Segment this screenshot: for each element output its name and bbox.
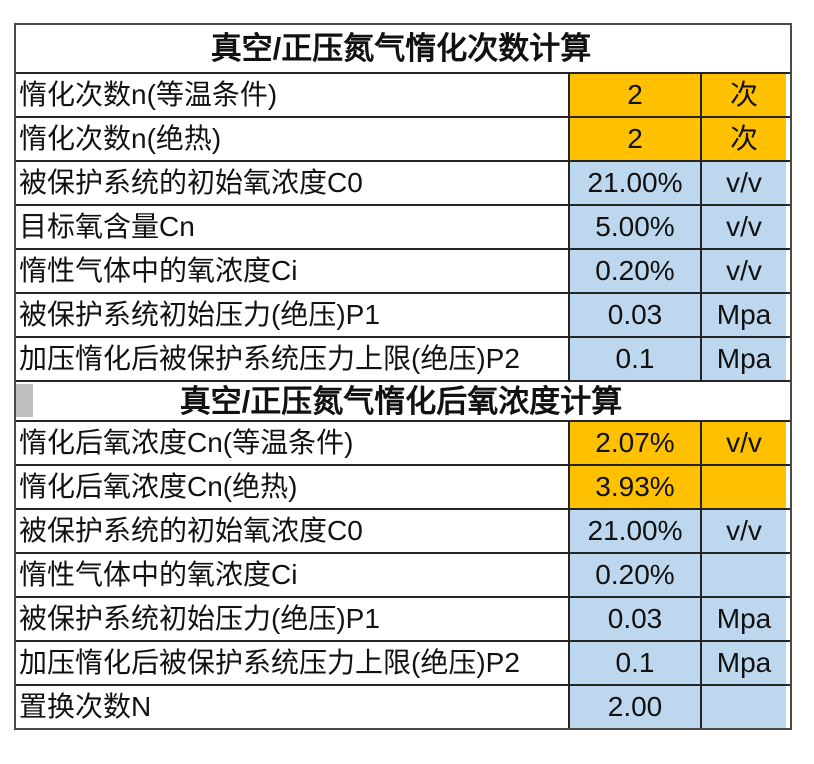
table-row: 被保护系统初始压力(绝压)P1 0.03 Mpa [16,294,790,338]
table-row: 被保护系统初始压力(绝压)P1 0.03 Mpa [16,598,790,642]
row-label-cell: 惰性气体中的氧浓度Ci [19,255,298,286]
unit-cell[interactable]: Mpa [700,338,786,380]
unit-cell[interactable]: Mpa [700,642,786,684]
row-label-cell: 被保护系统初始压力(绝压)P1 [19,603,380,634]
row-label-cell: 被保护系统的初始氧浓度C0 [19,167,363,198]
section-header-row: 真空/正压氮气惰化后氧浓度计算 [16,382,790,422]
row-label-cell: 被保护系统的初始氧浓度C0 [19,515,363,546]
table-row: 目标氧含量Cn 5.00% v/v [16,206,790,250]
unit-cell[interactable] [700,554,786,596]
value-cell[interactable]: 0.20% [568,554,700,596]
row-label-cell: 惰化次数n(等温条件) [19,79,278,110]
section-title: 真空/正压氮气惰化次数计算 [210,31,592,66]
section-header-row: 真空/正压氮气惰化次数计算 [16,25,790,74]
unit-cell[interactable]: 次 [700,118,786,160]
table-row: 被保护系统的初始氧浓度C0 21.00% v/v [16,162,790,206]
table-row: 加压惰化后被保护系统压力上限(绝压)P2 0.1 Mpa [16,642,790,686]
value-cell[interactable]: 21.00% [568,510,700,552]
value-cell[interactable]: 2.07% [568,422,700,464]
unit-cell[interactable]: v/v [700,422,786,464]
table-row: 被保护系统的初始氧浓度C0 21.00% v/v [16,510,790,554]
row-label-cell: 目标氧含量Cn [19,211,195,242]
value-cell[interactable]: 0.1 [568,642,700,684]
selection-artifact [16,384,33,417]
unit-cell[interactable] [700,466,786,508]
unit-cell[interactable]: v/v [700,510,786,552]
value-cell[interactable]: 0.20% [568,250,700,292]
row-label-cell: 惰化后氧浓度Cn(绝热) [19,471,298,502]
table-row: 置换次数N 2.00 [16,686,790,728]
unit-cell[interactable]: v/v [700,250,786,292]
unit-cell[interactable]: Mpa [700,294,786,336]
unit-cell[interactable]: Mpa [700,598,786,640]
unit-cell[interactable] [700,686,786,728]
row-label-cell: 惰性气体中的氧浓度Ci [19,559,298,590]
value-cell[interactable]: 2 [568,118,700,160]
row-label-cell: 置换次数N [19,691,152,722]
row-label-cell: 惰化后氧浓度Cn(等温条件) [19,427,354,458]
value-cell[interactable]: 5.00% [568,206,700,248]
row-label-cell: 被保护系统初始压力(绝压)P1 [19,299,380,330]
table-row: 惰性气体中的氧浓度Ci 0.20% v/v [16,250,790,294]
table-row: 惰化后氧浓度Cn(绝热) 3.93% [16,466,790,510]
unit-cell[interactable]: v/v [700,206,786,248]
table-row: 加压惰化后被保护系统压力上限(绝压)P2 0.1 Mpa [16,338,790,382]
inerting-calc-table: 真空/正压氮气惰化次数计算 惰化次数n(等温条件) 2 次惰化次数n(绝热) 2 次被保护… [14,23,792,730]
unit-cell[interactable]: v/v [700,162,786,204]
table-row: 惰化后氧浓度Cn(等温条件) 2.07% v/v [16,422,790,466]
value-cell[interactable]: 0.03 [568,598,700,640]
table-row: 惰性气体中的氧浓度Ci 0.20% [16,554,790,598]
value-cell[interactable]: 0.1 [568,338,700,380]
value-cell[interactable]: 2.00 [568,686,700,728]
row-label-cell: 加压惰化后被保护系统压力上限(绝压)P2 [19,343,520,374]
value-cell[interactable]: 2 [568,74,700,116]
unit-cell[interactable]: 次 [700,74,786,116]
value-cell[interactable]: 0.03 [568,294,700,336]
value-cell[interactable]: 3.93% [568,466,700,508]
row-label-cell: 加压惰化后被保护系统压力上限(绝压)P2 [19,647,520,678]
table-row: 惰化次数n(等温条件) 2 次 [16,74,790,118]
section-title: 真空/正压氮气惰化后氧浓度计算 [179,383,623,419]
table-row: 惰化次数n(绝热) 2 次 [16,118,790,162]
row-label-cell: 惰化次数n(绝热) [19,123,222,154]
value-cell[interactable]: 21.00% [568,162,700,204]
